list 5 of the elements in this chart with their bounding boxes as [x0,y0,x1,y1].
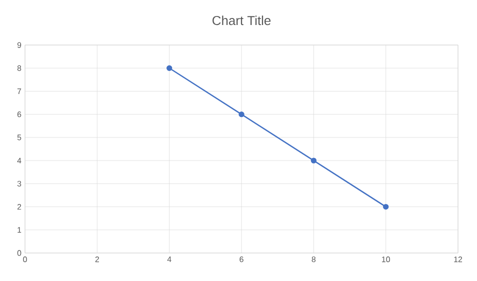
point [238,112,244,118]
point [310,158,317,164]
point [382,204,389,210]
chart-title: Chart Title [212,16,271,26]
point [166,65,172,71]
